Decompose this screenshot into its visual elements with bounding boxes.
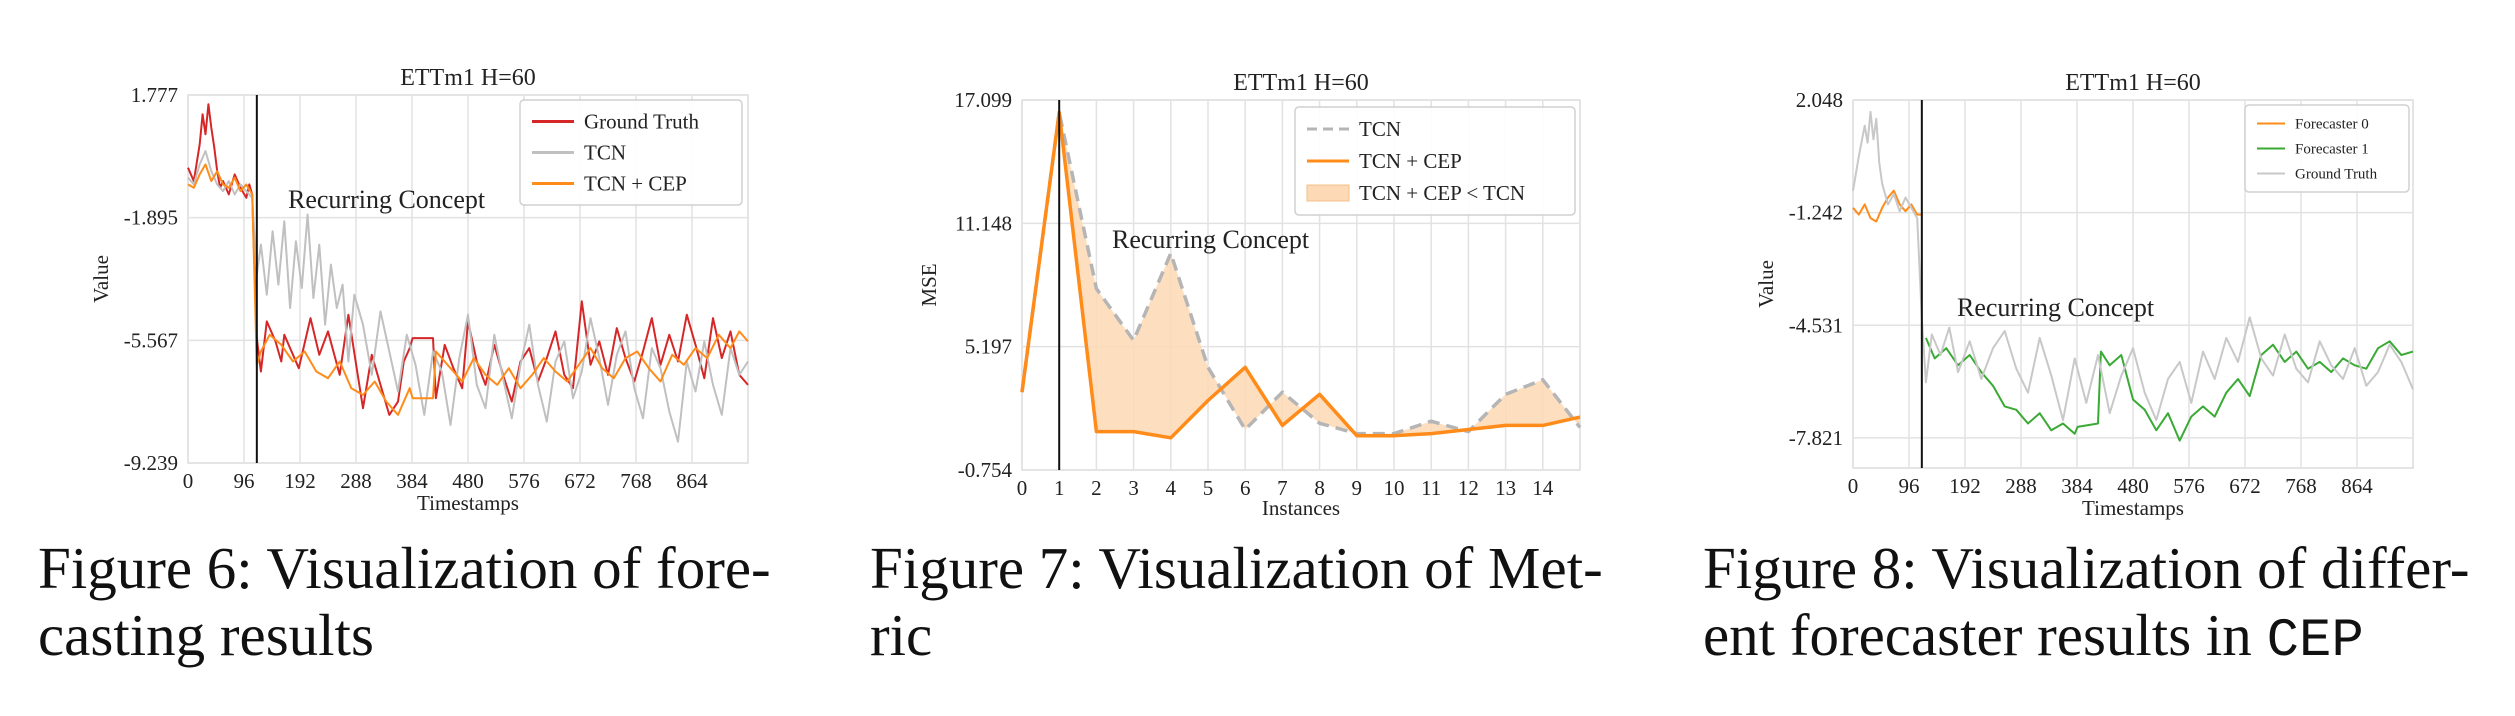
chart-1-x-tick-label: 0 bbox=[183, 469, 194, 493]
chart-1-x-tick-label: 672 bbox=[564, 469, 596, 493]
chart-2-title: ETTm1 H=60 bbox=[1233, 70, 1369, 96]
figure-7-caption-line-2: ric bbox=[870, 602, 933, 668]
chart-3-x-tick-label: 864 bbox=[2341, 474, 2373, 498]
figure-8-chart: 0 96 192 288 384 480 576 672 768 864 2.048 -1.242 -4… bbox=[1754, 70, 2414, 520]
chart-3-y-tick-label: -1.242 bbox=[1789, 201, 1843, 225]
figure-8-caption-line-2: ent forecaster results in CEP bbox=[1703, 602, 2503, 675]
chart-3-legend-box bbox=[2244, 104, 2410, 193]
chart-2-x-tick-label: 6 bbox=[1240, 476, 1251, 500]
chart-3-y-tick-label: -4.531 bbox=[1789, 313, 1843, 337]
chart-2-x-tick-label: 2 bbox=[1091, 476, 1102, 500]
chart-1-annotation: Recurring Concept bbox=[288, 185, 486, 214]
chart-2-legend-box bbox=[1294, 106, 1576, 216]
chart-3-series-line-forecaster-0 bbox=[1852, 189, 1922, 223]
chart-2-x-axis-label: Instances bbox=[1262, 496, 1340, 520]
chart-1-legend-box bbox=[519, 99, 743, 206]
chart-3-series-line-forecaster-1 bbox=[1924, 337, 2414, 442]
chart-3-legend-label: Forecaster 1 bbox=[2295, 142, 2369, 158]
chart-2-x-tick-label: 10 bbox=[1384, 476, 1405, 500]
figure-6-chart: 0 96 192 288 384 480 576 672 768 864 1.777 -1.895 -5… bbox=[89, 65, 749, 515]
chart-2-x-tick-label: 1 bbox=[1054, 476, 1065, 500]
chart-2-x-tick-label: 0 bbox=[1017, 476, 1028, 500]
chart-3-x-tick-label: 192 bbox=[1949, 474, 1981, 498]
chart-2-legend-label: TCN bbox=[1359, 117, 1401, 141]
chart-1-y-tick-label: -1.895 bbox=[124, 206, 178, 230]
chart-3-legend-label: Ground Truth bbox=[2295, 167, 2378, 183]
chart-3-x-tick-label: 480 bbox=[2117, 474, 2149, 498]
chart-1-x-tick-label: 768 bbox=[620, 469, 652, 493]
chart-2-y-tick-label: -0.754 bbox=[958, 458, 1013, 482]
figure-8-caption-code: CEP bbox=[2266, 611, 2364, 672]
figure-7-caption-line-1: Figure 7: Visualization of Met- bbox=[870, 535, 1603, 601]
chart-2-x-tick-label: 5 bbox=[1203, 476, 1214, 500]
chart-2-x-tick-label: 3 bbox=[1128, 476, 1139, 500]
chart-2-y-tick-label: 17.099 bbox=[954, 88, 1012, 112]
chart-3-x-axis-label: Timestamps bbox=[2082, 496, 2184, 520]
chart-3-x-tick-label: 576 bbox=[2173, 474, 2205, 498]
chart-1-x-tick-label: 480 bbox=[452, 469, 484, 493]
chart-2-x-tick-label: 11 bbox=[1421, 476, 1441, 500]
chart-1-x-tick-label: 288 bbox=[340, 469, 372, 493]
chart-2-y-tick-label: 11.148 bbox=[955, 211, 1012, 235]
chart-2-annotation: Recurring Concept bbox=[1112, 225, 1310, 254]
figure-6-caption: Figure 6: Visualization of fore- casting… bbox=[38, 535, 838, 669]
chart-2-series-line-tcn-cep bbox=[1020, 110, 1581, 440]
chart-3-title: ETTm1 H=60 bbox=[2065, 70, 2201, 96]
chart-2-x-tick-label: 9 bbox=[1352, 476, 1363, 500]
chart-2-legend-label: TCN + CEP bbox=[1359, 149, 1462, 173]
figure-8-caption: Figure 8: Visualization of differ- ent f… bbox=[1703, 535, 2503, 675]
chart-2-x-tick-label: 14 bbox=[1532, 476, 1554, 500]
figure-6-caption-line-2: casting results bbox=[38, 602, 374, 668]
chart-1-y-tick-label: -5.567 bbox=[124, 328, 178, 352]
chart-3-x-tick-label: 672 bbox=[2229, 474, 2261, 498]
chart-3-annotation: Recurring Concept bbox=[1957, 293, 2155, 322]
chart-1-legend-label: Ground Truth bbox=[584, 110, 699, 134]
chart-1-y-tick-label: -9.239 bbox=[124, 451, 178, 475]
figure-6-caption-line-1: Figure 6: Visualization of fore- bbox=[38, 535, 771, 601]
chart-2-y-axis-label: MSE bbox=[917, 263, 941, 306]
chart-1-x-tick-label: 864 bbox=[676, 469, 708, 493]
chart-2-x-tick-label: 12 bbox=[1458, 476, 1479, 500]
chart-1-title: ETTm1 H=60 bbox=[400, 65, 536, 91]
chart-2-legend-swatch bbox=[1306, 184, 1350, 202]
chart-3-x-tick-label: 384 bbox=[2061, 474, 2093, 498]
chart-2-y-tick-label: 5.197 bbox=[965, 335, 1012, 359]
chart-1-x-axis-label: Timestamps bbox=[417, 491, 519, 515]
chart-3-x-tick-label: 768 bbox=[2285, 474, 2317, 498]
chart-1-y-axis-label: Value bbox=[89, 255, 113, 303]
chart-1-x-tick-label: 576 bbox=[508, 469, 540, 493]
chart-1-series-line-tcn bbox=[187, 150, 749, 443]
chart-3-x-tick-label: 96 bbox=[1899, 474, 1920, 498]
chart-3-series-line-ground-truth bbox=[1852, 110, 2414, 422]
chart-1-x-tick-label: 384 bbox=[396, 469, 428, 493]
chart-3-y-tick-label: 2.048 bbox=[1796, 88, 1843, 112]
chart-3-x-tick-label: 0 bbox=[1848, 474, 1859, 498]
chart-2-x-tick-label: 8 bbox=[1314, 476, 1325, 500]
chart-3-y-tick-label: -7.821 bbox=[1789, 426, 1843, 450]
chart-1-series-line-ground-truth bbox=[187, 103, 749, 416]
chart-2-x-tick-label: 7 bbox=[1277, 476, 1288, 500]
figure-7-caption: Figure 7: Visualization of Met- ric bbox=[870, 535, 1670, 669]
chart-2-fill-area bbox=[1022, 112, 1580, 438]
chart-1-legend-label: TCN bbox=[584, 141, 626, 165]
chart-3-x-tick-label: 288 bbox=[2005, 474, 2037, 498]
chart-2-series-line-tcn bbox=[1020, 110, 1582, 436]
figure-8-caption-line-1: Figure 8: Visualization of differ- bbox=[1703, 535, 2470, 601]
chart-1-legend-label: TCN + CEP bbox=[584, 172, 687, 196]
chart-1-y-tick-label: 1.777 bbox=[131, 83, 178, 107]
figure-7-chart: 0 1 2 3 4 5 6 7 8 9 10 11 12 13 1417.09911.1485.197-0.… bbox=[917, 70, 1582, 520]
chart-3-y-axis-label: Value bbox=[1754, 260, 1778, 308]
chart-2-x-tick-label: 4 bbox=[1166, 476, 1177, 500]
chart-2-x-tick-label: 13 bbox=[1495, 476, 1516, 500]
chart-2-legend-label: TCN + CEP < TCN bbox=[1359, 181, 1525, 205]
chart-1-x-tick-label: 192 bbox=[284, 469, 316, 493]
figure-8-caption-line-2-text: ent forecaster results in bbox=[1703, 602, 2267, 668]
chart-3-legend-label: Forecaster 0 bbox=[2295, 117, 2369, 133]
chart-1-series-line-tcn-cep bbox=[187, 163, 749, 416]
chart-1-x-tick-label: 96 bbox=[234, 469, 255, 493]
